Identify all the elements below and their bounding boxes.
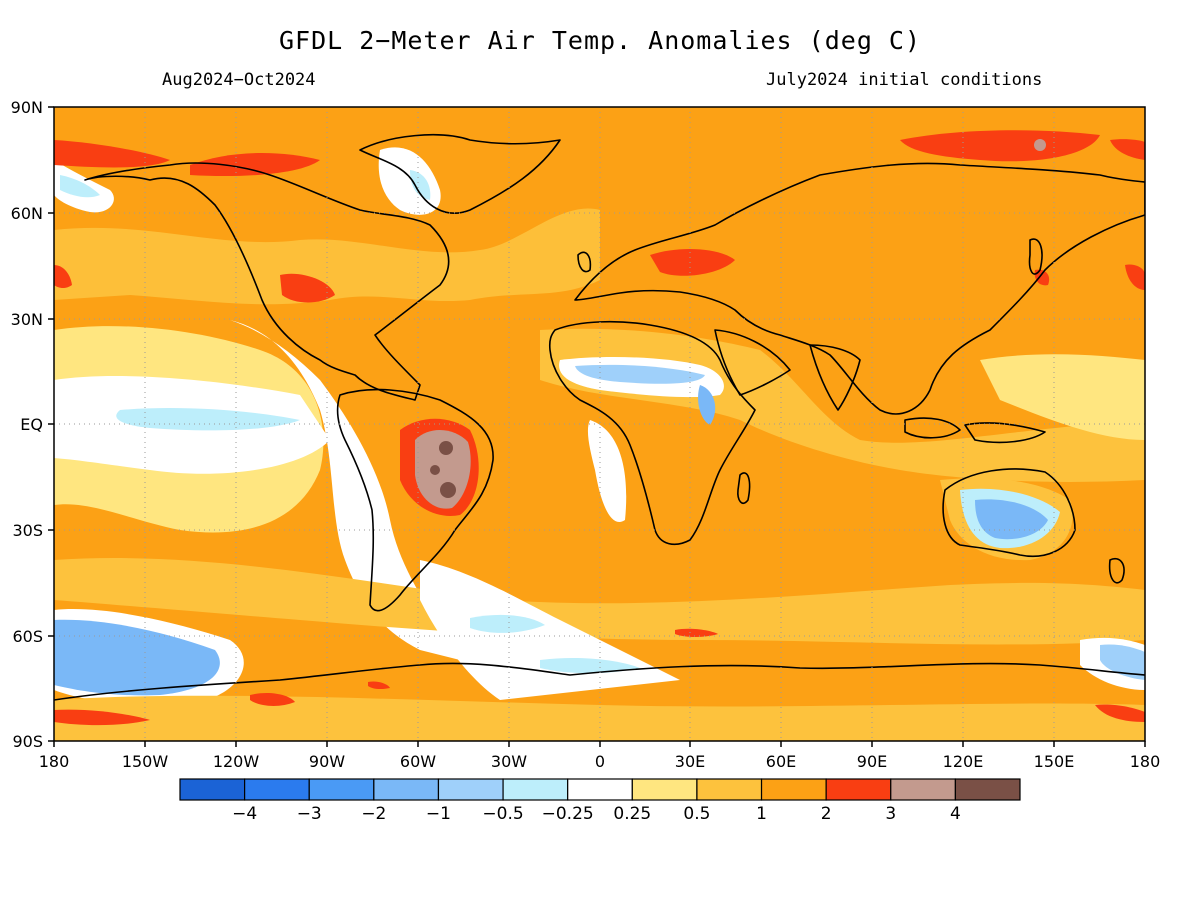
lon-label: 30E — [675, 752, 705, 771]
lat-label: 30N — [11, 310, 43, 329]
colorbar-label: 2 — [821, 804, 832, 824]
lon-label: 180 — [1130, 752, 1161, 771]
colorbar-swatch — [825, 778, 892, 801]
colorbar-label: −4 — [232, 804, 257, 824]
colorbar-swatch — [244, 778, 310, 801]
lon-label: 120W — [213, 752, 260, 771]
lat-label: 60N — [11, 204, 43, 223]
graticule — [54, 107, 1145, 741]
longitude-labels: 180 150W 120W 90W 60W 30W 0 30E 60E 90E … — [39, 752, 1161, 771]
lat-label: 30S — [12, 521, 43, 540]
colorbar-swatch — [437, 778, 504, 801]
colorbar-label: −2 — [361, 804, 386, 824]
colorbar-swatch — [502, 778, 569, 801]
lon-label: 60E — [766, 752, 796, 771]
colorbar-label: 0.25 — [613, 804, 651, 824]
lon-label: 180 — [39, 752, 70, 771]
colorbar-swatch — [890, 778, 956, 801]
colorbar-swatch — [179, 778, 246, 801]
lon-label: 90E — [857, 752, 887, 771]
lon-label: 0 — [595, 752, 605, 771]
colorbar-label: 1 — [756, 804, 767, 824]
colorbar-swatch — [696, 778, 763, 801]
colorbar — [179, 778, 1021, 801]
colorbar-label: −0.5 — [482, 804, 523, 824]
colorbar-label: −3 — [297, 804, 322, 824]
colorbar-label: −1 — [426, 804, 451, 824]
lat-label: 60S — [12, 627, 43, 646]
lon-label: 150W — [122, 752, 169, 771]
colorbar-label: 3 — [885, 804, 896, 824]
lon-label: 60W — [400, 752, 436, 771]
colorbar-swatch — [760, 778, 827, 801]
colorbar-label: −0.25 — [542, 804, 594, 824]
colorbar-swatch — [373, 778, 440, 801]
lon-label: 90W — [309, 752, 345, 771]
colorbar-label: 0.5 — [683, 804, 710, 824]
lat-label: 90N — [11, 98, 43, 117]
lon-label: 120E — [943, 752, 984, 771]
latitude-labels: 90N 60N 30N EQ 30S 60S 90S — [11, 98, 43, 751]
forecast-period: Aug2024−Oct2024 — [162, 70, 316, 90]
lon-label: 150E — [1034, 752, 1075, 771]
lon-label: 30W — [491, 752, 527, 771]
lat-label: EQ — [20, 415, 43, 434]
initial-conditions-label: July2024 initial conditions — [766, 70, 1043, 90]
colorbar-swatch — [567, 778, 633, 801]
map-title: GFDL 2−Meter Air Temp. Anomalies (deg C) — [278, 26, 922, 55]
colorbar-labels: −4 −3 −2 −1 −0.5 −0.25 0.25 0.5 1 2 3 4 — [232, 804, 961, 824]
colorbar-label: 4 — [950, 804, 961, 824]
lat-label: 90S — [12, 732, 43, 751]
colorbar-swatch — [954, 778, 1021, 801]
colorbar-swatch — [631, 778, 698, 801]
colorbar-swatch — [308, 778, 375, 801]
